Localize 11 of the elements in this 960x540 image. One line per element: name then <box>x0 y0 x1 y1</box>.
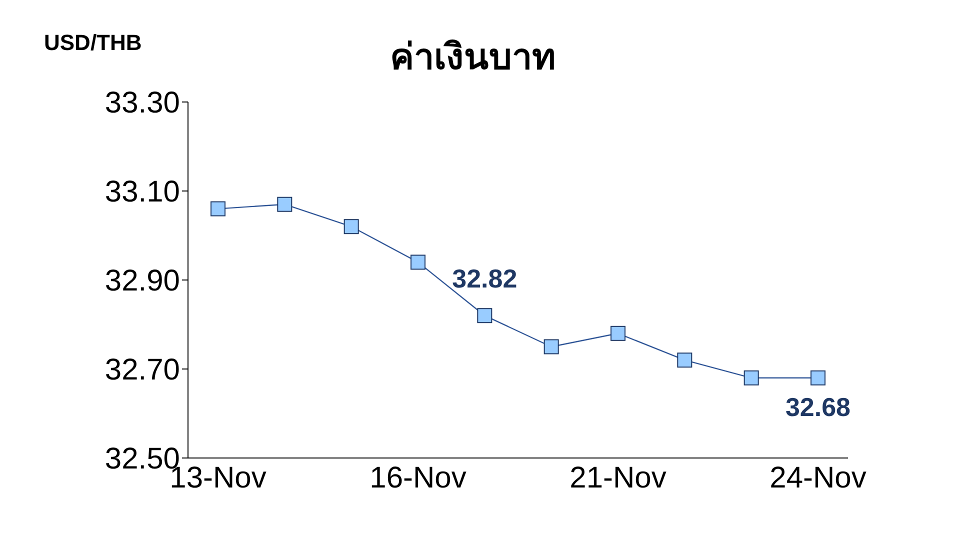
y-axis-title: USD/THB <box>44 30 142 56</box>
y-tick-label: 33.10 <box>104 176 180 209</box>
data-label: 32.82 <box>452 264 518 294</box>
y-tick-label: 32.70 <box>104 354 180 387</box>
y-tick-label: 33.30 <box>104 86 180 120</box>
chart-title: ค่าเงินบาท <box>389 36 557 80</box>
x-tick-label: 21-Nov <box>570 461 666 494</box>
data-label: 32.68 <box>785 392 851 422</box>
y-tick-label: 32.90 <box>104 264 180 298</box>
x-tick-label: 24-Nov <box>770 461 866 494</box>
x-tick-label: 16-Nov <box>370 461 466 494</box>
